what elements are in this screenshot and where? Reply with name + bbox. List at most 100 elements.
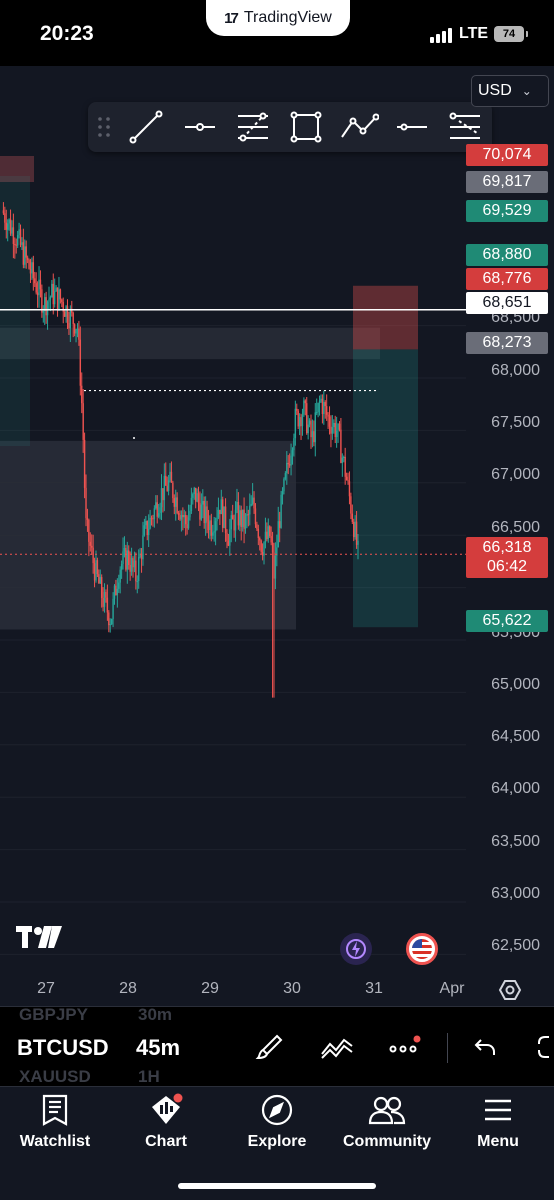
candle-body	[304, 400, 307, 404]
candle-body	[241, 509, 244, 527]
candle-body	[240, 510, 242, 527]
candle-body	[253, 497, 255, 509]
candle-body	[207, 521, 210, 531]
candle-body	[296, 408, 298, 411]
previous-symbol[interactable]: GBPJPY	[19, 1006, 88, 1024]
candle-body	[172, 482, 174, 499]
next-interval[interactable]: 1H	[138, 1067, 160, 1086]
cursor-dot	[133, 437, 135, 439]
candle-body	[217, 509, 220, 518]
candle-body	[353, 521, 355, 538]
candle-body	[4, 213, 6, 223]
more-options-icon[interactable]	[387, 1029, 423, 1065]
candle-body	[351, 513, 354, 522]
nav-watchlist[interactable]: Watchlist	[14, 1087, 96, 1167]
candle-body	[136, 581, 138, 583]
nav-chart[interactable]: Chart	[132, 1087, 200, 1167]
undo-icon[interactable]	[467, 1029, 503, 1065]
nav-explore[interactable]: Explore	[240, 1087, 314, 1167]
candle-body	[212, 532, 214, 536]
chart-settings-icon[interactable]	[498, 978, 522, 1007]
candle-body	[123, 547, 126, 552]
candle-body	[49, 297, 52, 300]
candle-body	[283, 478, 285, 492]
candle-body	[68, 322, 70, 329]
candle-body	[105, 592, 107, 598]
brush-icon[interactable]	[252, 1029, 288, 1065]
candle-body	[328, 416, 331, 427]
drag-handle-icon[interactable]	[88, 116, 120, 138]
candle-body	[347, 479, 349, 482]
candle-body	[320, 398, 322, 401]
candle-body	[8, 219, 10, 224]
fib-retracement-tool-icon[interactable]	[226, 102, 279, 152]
candle-body	[139, 553, 141, 558]
price-chart[interactable]	[0, 66, 554, 1006]
candle-body	[173, 498, 176, 507]
interval-selector[interactable]: 45m	[136, 1035, 181, 1060]
candle-body	[321, 398, 324, 415]
price-tick: 64,000	[491, 780, 540, 797]
us-flag-icon[interactable]	[406, 933, 438, 965]
candle-body	[354, 521, 356, 538]
nav-label: Menu	[477, 1133, 519, 1150]
price-tick: 68,000	[491, 362, 540, 379]
candle-body	[259, 537, 261, 541]
rectangle-tool-icon[interactable]	[279, 102, 332, 152]
candle-body	[234, 509, 237, 531]
last-price-badge: 66,318	[466, 537, 548, 559]
candle-body	[56, 287, 59, 309]
candle-body	[239, 510, 241, 526]
fullscreen-icon[interactable]	[530, 1029, 554, 1065]
candle-body	[81, 385, 83, 404]
indicators-icon[interactable]	[319, 1029, 355, 1065]
nav-menu[interactable]: Menu	[466, 1087, 530, 1167]
tradingview-pill[interactable]: 17 TradingView	[206, 0, 350, 36]
candle-body	[96, 560, 99, 575]
candle-body	[197, 493, 200, 504]
candle-body	[216, 517, 218, 522]
path-tool-icon[interactable]	[332, 102, 385, 152]
previous-interval[interactable]: 30m	[138, 1006, 173, 1024]
candle-body	[193, 487, 195, 494]
currency-selector[interactable]: USD ⌄	[471, 75, 549, 107]
candle-body	[89, 541, 91, 546]
candle-body	[61, 299, 63, 302]
candle-body	[204, 506, 207, 524]
candle-body	[14, 243, 16, 245]
candle-body	[66, 306, 69, 323]
candle-body	[12, 227, 15, 244]
status-bar: 20:23 17 TradingView LTE 74	[0, 0, 554, 66]
horizontal-ray-tool-icon[interactable]	[173, 102, 226, 152]
candle-body	[206, 506, 208, 522]
candle-body	[254, 508, 257, 525]
price-tick: 64,500	[491, 728, 540, 745]
candle-body	[300, 417, 302, 427]
candle-body	[152, 518, 154, 520]
candle-body	[102, 597, 104, 607]
fib-channel-tool-icon[interactable]	[439, 102, 492, 152]
candle-body	[58, 289, 60, 309]
horizontal-line-tool-icon[interactable]	[386, 102, 439, 152]
candle-body	[29, 268, 32, 274]
next-symbol[interactable]: XAUUSD	[19, 1067, 91, 1086]
signal-strength-icon	[430, 28, 452, 43]
candle-body	[165, 475, 167, 486]
candle-body	[294, 408, 297, 439]
candle-body	[106, 597, 109, 613]
nav-community[interactable]: Community	[338, 1087, 436, 1167]
flash-indicator-icon[interactable]	[340, 933, 372, 965]
nav-label: Watchlist	[19, 1133, 91, 1150]
candle-body	[41, 289, 43, 313]
candle-body	[224, 506, 227, 533]
price-tick: 67,500	[491, 414, 540, 431]
tradingview-watermark-icon[interactable]	[16, 926, 62, 957]
candle-body	[44, 297, 46, 311]
candle-body	[176, 497, 178, 514]
trend-line-tool-icon[interactable]	[120, 102, 173, 152]
candle-body	[340, 429, 342, 463]
nav-label: Explore	[247, 1133, 307, 1150]
candle-body	[190, 497, 193, 511]
symbol-name[interactable]: BTCUSD	[17, 1035, 109, 1060]
chart-area[interactable]: USD ⌄ 68,500 68,000 67,500 67,000 66,500…	[0, 66, 554, 1006]
